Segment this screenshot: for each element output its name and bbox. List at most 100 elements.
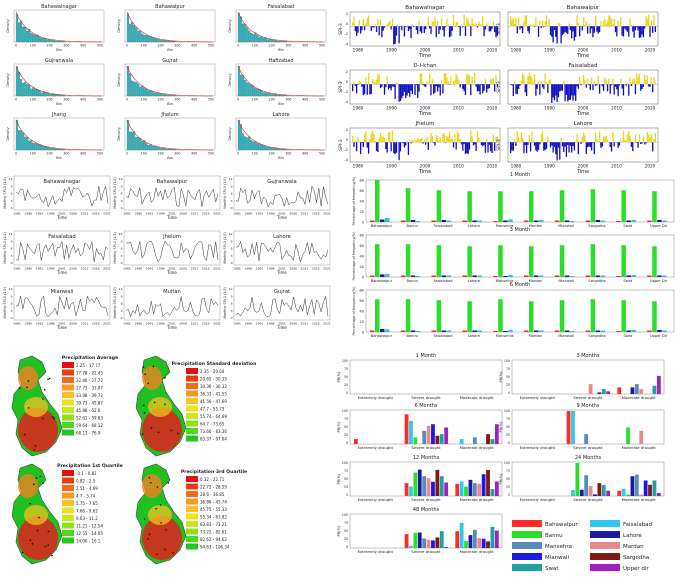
monthly-xtick: 1981 [233,322,241,326]
pr-bar [639,389,643,394]
monthly-xtick: 2016 [312,212,320,216]
hist-bar [160,40,162,42]
map-legend-label: 55.34 - 63.82 [200,514,227,519]
spi-bar-dry [649,84,650,87]
spi-bar-dry [442,26,443,30]
monthly-ylabel: Monthly SPI-3 (1.0) [223,287,227,318]
hist-xtick: 300 [63,152,69,156]
hist-bar [168,95,170,96]
monthly-line [126,187,218,207]
monthly-xtick: 1986 [244,267,252,271]
spi-bar-wet [482,16,483,26]
monthly-ytick: 9 [231,184,233,188]
pr-bar [405,414,409,444]
monthly-ytick: 12 [229,177,233,181]
freq-bar [647,330,652,332]
monthly-xtick: 2001 [58,322,66,326]
freq-bar [652,246,657,277]
hist-xtick: 200 [158,98,164,102]
spi-bar-dry [361,142,362,143]
pr-ytick: 75 [344,521,348,525]
freq-bar [447,275,452,277]
spi-bar-wet [510,16,511,26]
pr-bar [648,485,652,496]
spi-xtick: 2020 [645,164,656,169]
spi-bar-wet [648,14,649,26]
pr-bar [413,437,417,444]
freq-xtick: Bannu [406,224,418,228]
spi-bar-dry [625,84,626,85]
spi-bar-dry [402,142,403,143]
spi-bar-dry [615,84,616,86]
monthly-ytick: 3 [231,309,233,313]
monthly-line [126,296,218,316]
freq-bar [380,219,385,222]
pr-legend-label: Bahawalpur [545,522,578,528]
freq-bar [591,299,596,332]
spi-bar-dry [373,26,374,27]
hist-bar [141,141,143,150]
spi-xtick: 2020 [645,106,656,111]
spi-bar-wet [463,15,464,27]
hist-bar [261,36,263,42]
hist-bar [267,39,269,42]
map-legend-label: 17.78 - 22.45 [76,370,103,375]
spi-bar-dry [590,84,591,90]
spi-xlabel: Time [576,111,589,117]
spi-bar-wet [485,79,486,84]
monthly-xtick: 1991 [256,212,264,216]
hist-bar [45,93,47,96]
spi-bar-wet [448,81,449,85]
freq-bar [472,220,477,222]
map-legend-label: 94.63 - 106.34 [200,544,230,549]
hist-bar [150,90,152,96]
spi-xtick: 1990 [544,48,555,53]
spi-bar-dry [404,142,405,147]
hist-bar [277,41,279,42]
freq-bar [447,220,452,222]
monthly-xlabel: Time [166,270,177,275]
freq-title: 6 Month [510,282,530,288]
hist-ylabel: Density [117,19,121,32]
hist-bar [263,92,265,96]
map-legend-label: 20.65 - 30.35 [200,376,227,381]
monthly-xtick: 2006 [179,322,187,326]
spi-bar-wet [418,139,419,142]
spi-bar-dry [587,26,588,33]
monthly-ylabel: Monthly SPI-3 (1.0) [113,232,117,263]
spi-bar-dry [434,84,435,92]
pr-legend-swatch [590,564,620,571]
freq-bar [647,220,652,222]
spi-bar-wet [637,77,638,84]
hist-bar [152,92,154,96]
monthly-ytick: 9 [121,294,123,298]
spi-bar-dry [551,142,552,145]
pr-ytick: 25 [344,383,348,387]
spi-bar-dry [592,142,593,143]
spi-bar-dry [385,142,386,149]
spi-bar-dry [648,84,649,86]
map-station-dot [38,517,40,519]
spi-bar-dry [611,84,612,85]
pr-legend-label: Sargodha [623,555,649,561]
pr-bar [427,478,431,496]
spi-bar-dry [353,142,354,147]
hist-bar [170,41,172,42]
spi-bar-wet [612,78,613,84]
monthly-xtick: 1991 [256,322,264,326]
monthly-xtick: 2001 [168,267,176,271]
freq-xtick: Upper Dir [650,334,668,338]
spi-bar-wet [651,20,652,26]
monthly-ytick: 0 [121,316,123,320]
spi-ytick: -2 [345,90,349,94]
pr-bar [418,470,422,496]
spi-bar-wet [481,25,482,26]
spi-bar-dry [412,84,413,94]
pr-legend-swatch [512,553,542,560]
spi-bar-wet [523,75,524,84]
map-station-dot [48,531,50,533]
hist-bar [135,137,137,150]
hist-bar [240,124,242,150]
monthly-ytick: 9 [231,294,233,298]
spi-bar-wet [584,136,585,143]
